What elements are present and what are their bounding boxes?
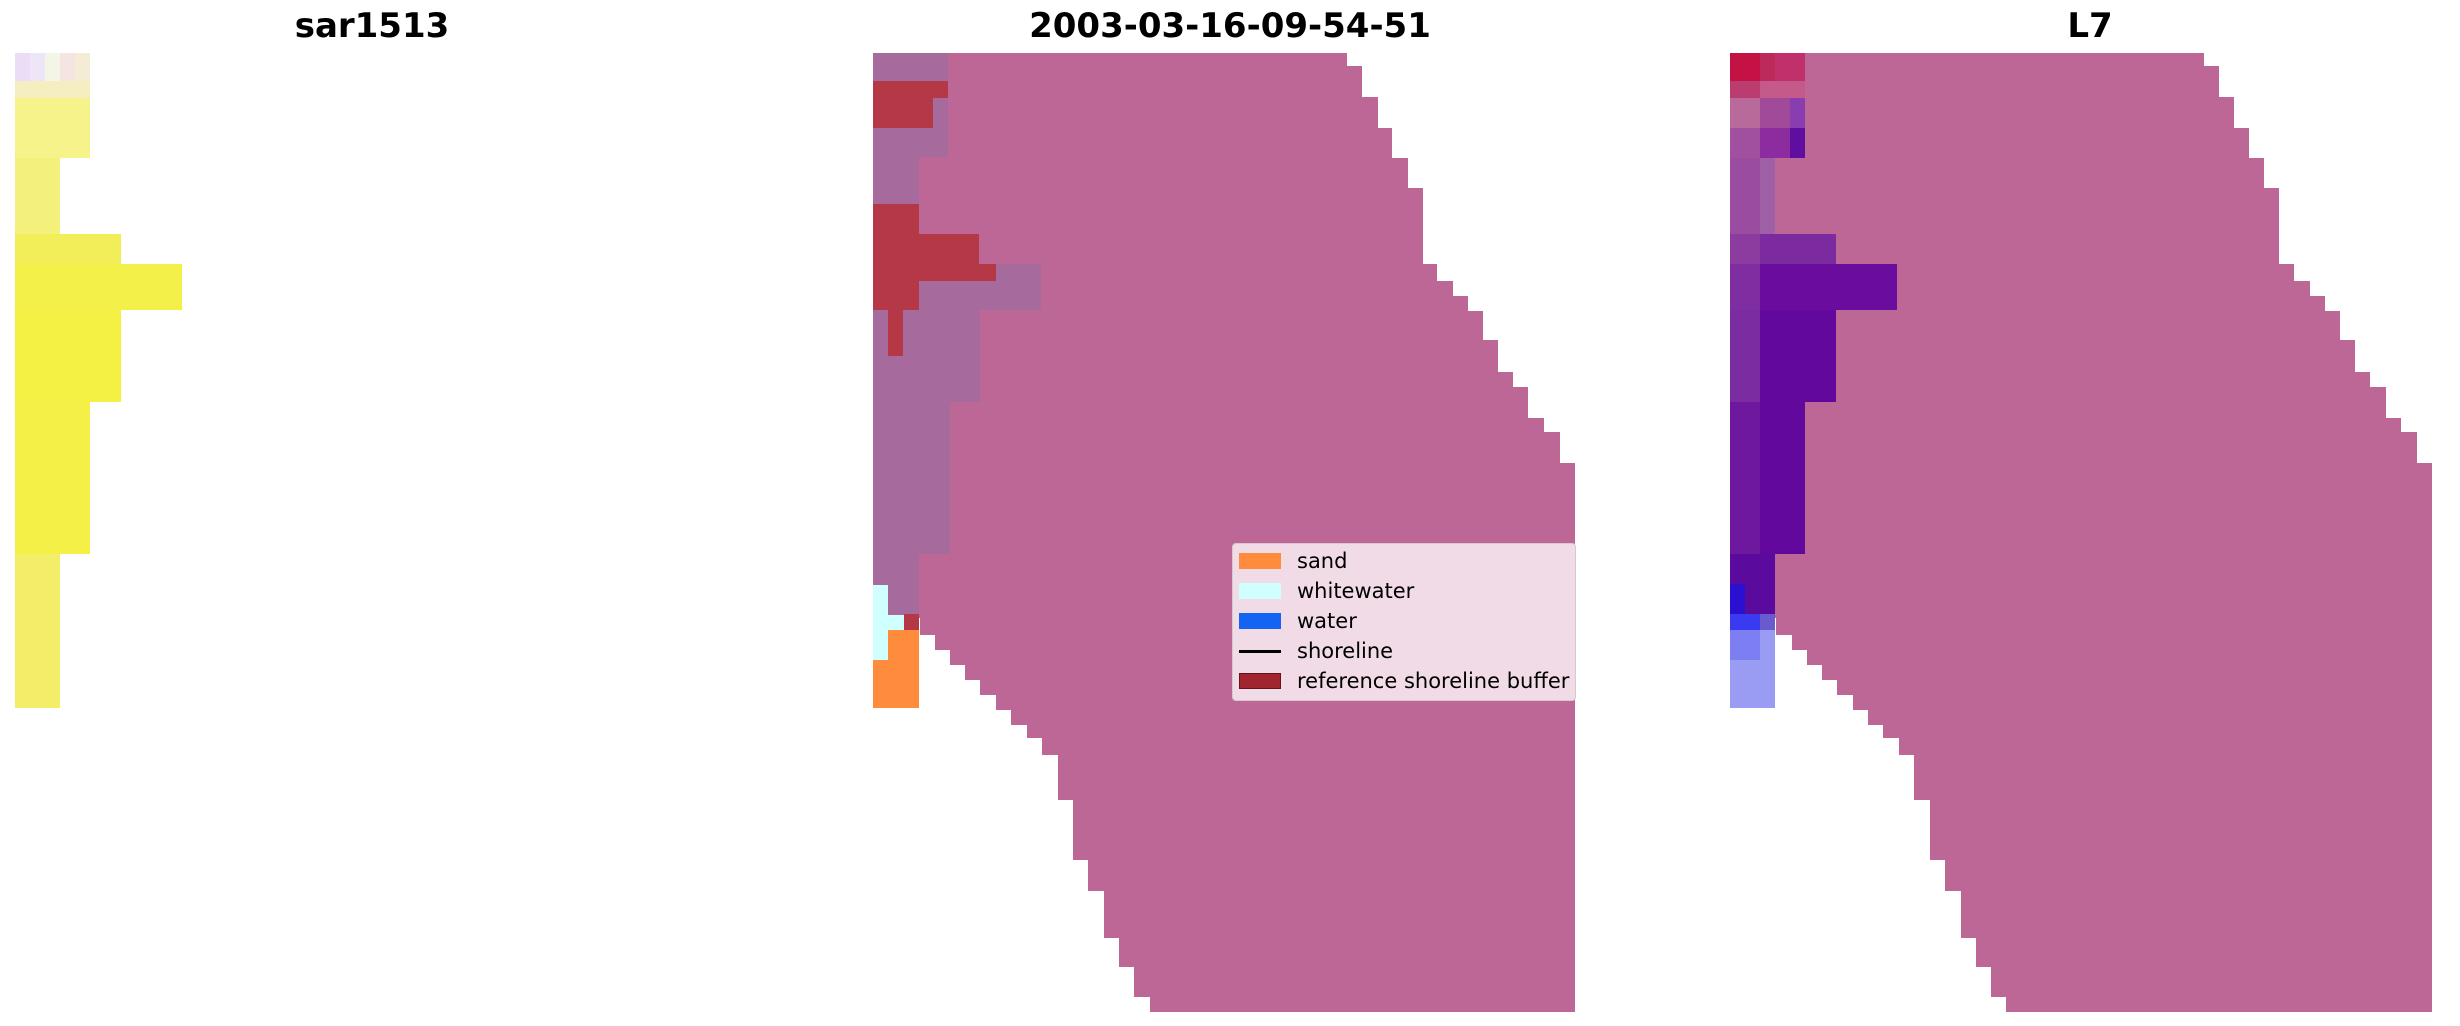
- sand-swatch: [1239, 553, 1281, 569]
- whitewater-swatch: [1239, 583, 1281, 599]
- panel-title-classified: 2003-03-16-09-54-51: [1029, 6, 1431, 46]
- legend-label: sand: [1297, 549, 1348, 573]
- water-swatch: [1239, 613, 1281, 629]
- legend-label: reference shoreline buffer: [1297, 669, 1570, 693]
- legend-label: shoreline: [1297, 639, 1394, 663]
- panel-title-rgb: sar1513: [294, 6, 450, 46]
- legend-item-water: water: [1239, 606, 1357, 636]
- buffer-swatch: [1239, 673, 1281, 689]
- shoreline-line-swatch: [1239, 649, 1281, 653]
- legend: sand whitewater water shoreline referenc…: [1232, 543, 1576, 701]
- legend-item-shoreline: shoreline: [1239, 636, 1393, 666]
- legend-item-whitewater: whitewater: [1239, 576, 1414, 606]
- legend-item-sand: sand: [1239, 546, 1347, 576]
- legend-label: water: [1297, 609, 1357, 633]
- panel-title-index: L7: [2067, 6, 2113, 46]
- legend-item-reference-shoreline-buffer: reference shoreline buffer: [1239, 666, 1569, 696]
- legend-label: whitewater: [1297, 579, 1415, 603]
